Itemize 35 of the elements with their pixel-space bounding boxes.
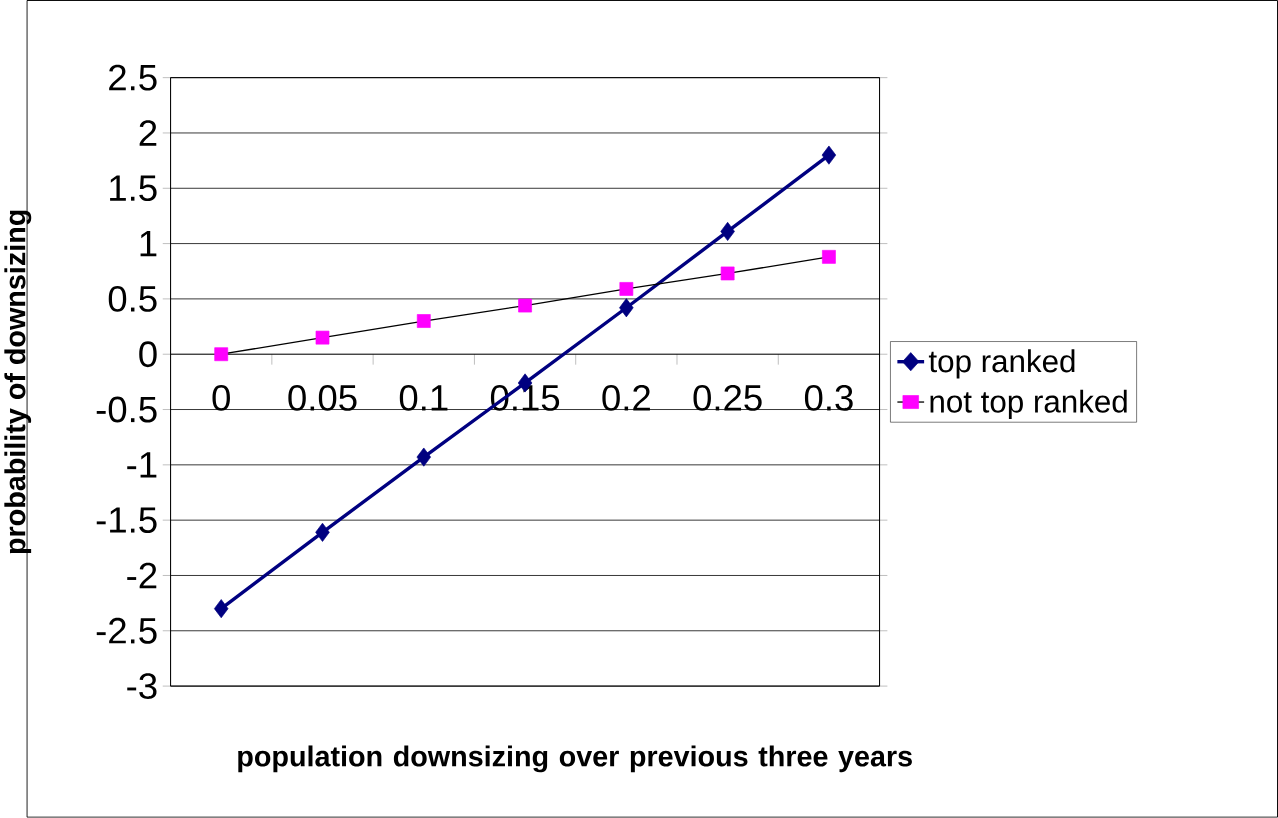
point	[720, 266, 735, 281]
y-tick-label: -3	[127, 673, 157, 700]
y-tick-label: -2	[127, 562, 157, 589]
y-tick-label: -1	[127, 452, 157, 478]
legend-label: not top ranked	[930, 389, 1127, 420]
point	[518, 298, 532, 313]
x-tick-label: 0.2	[602, 385, 650, 411]
x-tick-label: 0.1	[399, 385, 448, 411]
y-tick-label: 0.5	[108, 286, 157, 312]
point	[416, 447, 431, 467]
point	[315, 330, 330, 345]
point	[822, 250, 836, 264]
point	[821, 145, 837, 165]
point	[619, 282, 634, 296]
y-tick-label: -0.5	[96, 396, 157, 423]
y-tick-label: 1	[140, 231, 157, 257]
y-tick-label: -2.5	[96, 618, 157, 644]
x-tick-label: 0.25	[693, 385, 762, 411]
y-tick-label: 0	[139, 341, 157, 368]
y-tick-label: 1.5	[110, 175, 157, 202]
point	[619, 298, 634, 318]
y-tick-label: 2	[139, 120, 157, 146]
point	[315, 523, 330, 542]
point	[214, 347, 229, 362]
legend-label: top ranked	[928, 349, 1075, 379]
y-axis-title: probability of downsizing	[4, 210, 32, 554]
x-tick-label: 0.3	[804, 385, 853, 411]
point	[720, 222, 735, 242]
x-tick-label: 0	[212, 385, 230, 411]
point	[214, 599, 229, 619]
y-tick-label: -1.5	[96, 507, 157, 534]
point	[416, 314, 431, 329]
x-axis-title: population downsizing over previous three years	[238, 745, 912, 773]
y-tick-label: 2.5	[109, 64, 157, 91]
x-tick-label: 0.05	[288, 385, 357, 411]
